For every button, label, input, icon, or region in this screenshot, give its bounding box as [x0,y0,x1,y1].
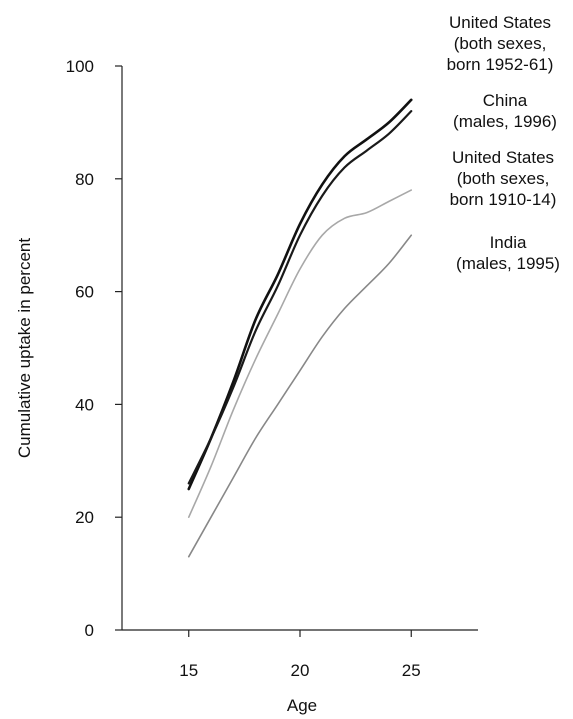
legend-label-us-1952: United States (both sexes, born 1952-61) [447,13,554,74]
legend-label-line: born 1952-61) [447,55,554,74]
series-line-us-1952 [187,98,413,491]
series-line-us-1910 [187,189,413,518]
legend-label-us-1910: United States (both sexes, born 1910-14) [450,148,557,209]
legend-label-line: China [483,91,528,110]
y-tick-label: 40 [75,395,94,414]
legend-label-line: (males, 1995) [456,254,560,273]
legend-label-china-1996: China (males, 1996) [453,91,557,131]
legend-label-line: India [490,233,527,252]
series-lines [187,98,413,558]
x-tick-label: 25 [402,661,421,680]
series-line-india-1995 [187,234,413,558]
y-tick-label: 100 [66,57,94,76]
y-tick-label: 20 [75,508,94,527]
y-tick-label: 60 [75,283,94,302]
axes [121,66,478,631]
legend-label-line: United States [452,148,554,167]
y-tick-label: 0 [85,621,94,640]
y-tick-label: 80 [75,170,94,189]
series-line-china-1996 [187,110,413,485]
y-ticks: 0 20 40 60 80 100 [66,57,122,640]
x-ticks: 15 20 25 [179,630,421,680]
legend-label-line: United States [449,13,551,32]
legend-label-line: (both sexes, [457,169,550,188]
legend-label-line: (both sexes, [454,34,547,53]
x-tick-label: 20 [291,661,310,680]
legend-label-line: born 1910-14) [450,190,557,209]
legend-label-line: (males, 1996) [453,112,557,131]
y-axis-label: Cumulative uptake in percent [15,238,34,458]
x-tick-label: 15 [179,661,198,680]
legend-label-india-1995: India (males, 1995) [456,233,560,273]
legend: United States (both sexes, born 1952-61) Ch… [447,13,560,273]
x-axis-label: Age [287,696,317,715]
